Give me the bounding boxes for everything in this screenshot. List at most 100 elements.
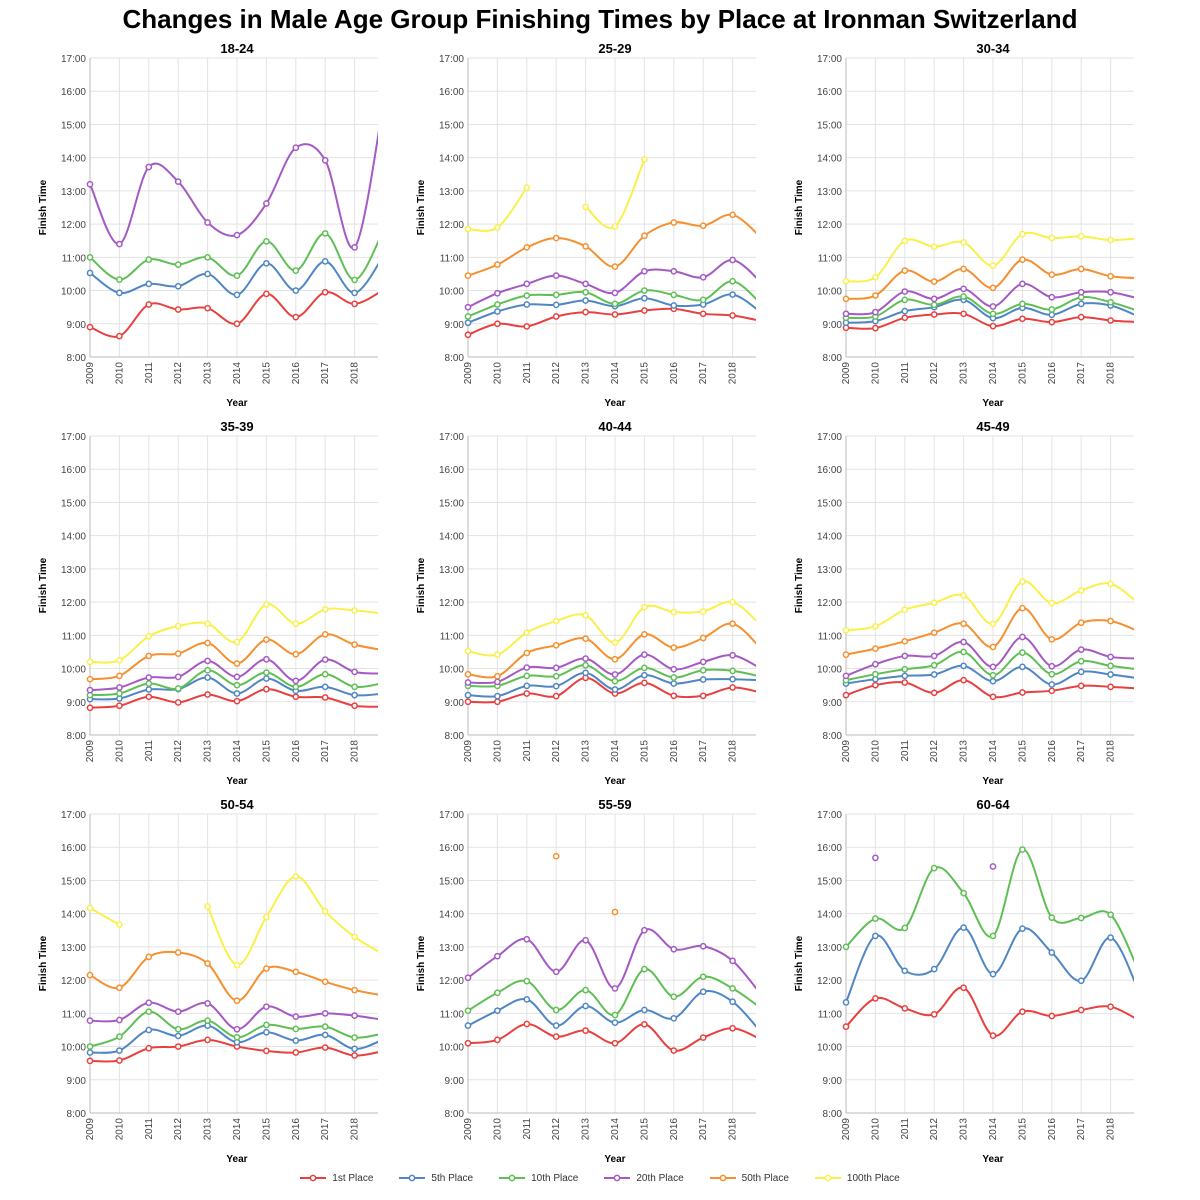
data-point [989, 303, 997, 310]
x-tick-label: 2011 [144, 740, 155, 762]
y-tick-label: 8:00 [67, 731, 87, 742]
y-tick-label: 16:00 [439, 843, 464, 854]
series-5th-place [464, 669, 756, 700]
data-point [263, 669, 270, 676]
y-tick-label: 11:00 [62, 1009, 87, 1020]
data-point [641, 1006, 648, 1014]
data-point [204, 1000, 211, 1007]
legend-marker [824, 1174, 832, 1182]
data-point [1019, 1008, 1026, 1016]
x-tick-label: 2013 [959, 362, 970, 385]
y-tick-label: 8:00 [823, 1109, 843, 1120]
y-tick-label: 16:00 [439, 87, 464, 98]
y-tick-label: 12:00 [61, 976, 86, 987]
data-point [960, 662, 967, 670]
data-point [263, 259, 270, 267]
data-point [464, 313, 472, 320]
data-point [930, 243, 938, 251]
x-tick-label: 2014 [232, 740, 243, 763]
x-tick-label: 2018 [728, 740, 739, 763]
data-point [872, 292, 879, 299]
data-point [321, 156, 329, 164]
data-point [699, 273, 707, 281]
data-point [464, 1039, 472, 1047]
x-tick-label: 2018 [350, 740, 361, 763]
y-tick-label: 14:00 [817, 154, 842, 165]
data-point [930, 301, 938, 309]
data-point [174, 261, 182, 268]
legend-item[interactable]: 100th Place [814, 1172, 900, 1184]
data-point [494, 952, 501, 960]
data-point [960, 310, 967, 318]
data-point [204, 657, 211, 665]
y-tick-label: 15:00 [817, 120, 842, 131]
data-point [611, 311, 619, 318]
data-point [145, 1044, 153, 1052]
series-50th-place [86, 949, 378, 1005]
legend-item[interactable]: 20th Place [604, 1172, 684, 1184]
legend-item[interactable]: 1st Place [300, 1172, 373, 1184]
data-point [582, 297, 589, 304]
data-point [729, 211, 736, 219]
data-point [670, 291, 678, 299]
data-point [611, 1039, 619, 1047]
data-point [116, 672, 123, 680]
data-point [1048, 1012, 1056, 1020]
data-point [1019, 649, 1026, 656]
x-tick-label: 2009 [463, 362, 474, 385]
panel-50-54: 50-54 8:00 9:00 10:00 11:00 12:00 13:00 14:00 15… [0, 794, 378, 1172]
data-point [872, 308, 879, 316]
data-point [86, 704, 94, 712]
data-point [1107, 934, 1114, 941]
data-point [960, 285, 967, 293]
data-point [1048, 599, 1056, 607]
x-tick-label: 2013 [581, 740, 592, 763]
data-point [1048, 234, 1056, 242]
panel-title: 60-64 [976, 797, 1010, 812]
data-point [930, 965, 938, 973]
legend-item[interactable]: 10th Place [499, 1172, 578, 1184]
data-point [699, 222, 707, 230]
data-point [494, 989, 501, 997]
data-point [1019, 280, 1026, 288]
legend-item[interactable]: 50th Place [709, 1172, 789, 1184]
x-tick-label: 2015 [261, 1118, 272, 1141]
data-point [86, 269, 94, 277]
x-tick-label: 2009 [841, 740, 852, 763]
data-point [1019, 925, 1026, 932]
data-point [729, 620, 736, 628]
series-line [845, 986, 1134, 1037]
data-point [582, 288, 589, 296]
data-point [233, 697, 241, 705]
data-point [464, 303, 472, 311]
data-point [464, 647, 472, 655]
data-point [729, 598, 736, 606]
x-tick-label: 2010 [492, 740, 503, 763]
data-point [464, 698, 472, 706]
data-point [263, 200, 270, 207]
data-point [523, 672, 531, 680]
data-point [611, 300, 619, 308]
data-point [989, 970, 997, 978]
data-point [351, 668, 358, 676]
data-point [960, 592, 967, 599]
x-tick-label: 2017 [698, 1118, 709, 1141]
data-point [1077, 265, 1085, 273]
data-point [611, 655, 619, 663]
data-point [321, 630, 329, 638]
data-point [116, 684, 123, 691]
legend-item[interactable]: 5th Place [399, 1172, 473, 1184]
y-tick-label: 14:00 [61, 910, 86, 921]
data-point [872, 660, 879, 668]
y-tick-label: 16:00 [61, 465, 86, 476]
data-point [116, 702, 123, 710]
series-100th-place [842, 578, 1134, 634]
data-point [901, 606, 909, 614]
y-tick-label: 14:00 [439, 910, 464, 921]
data-point [233, 1033, 241, 1041]
x-tick-label: 2013 [581, 362, 592, 385]
y-tick-label: 13:00 [817, 943, 842, 954]
data-point [670, 302, 678, 309]
data-point [523, 690, 531, 697]
data-point [1077, 977, 1085, 985]
